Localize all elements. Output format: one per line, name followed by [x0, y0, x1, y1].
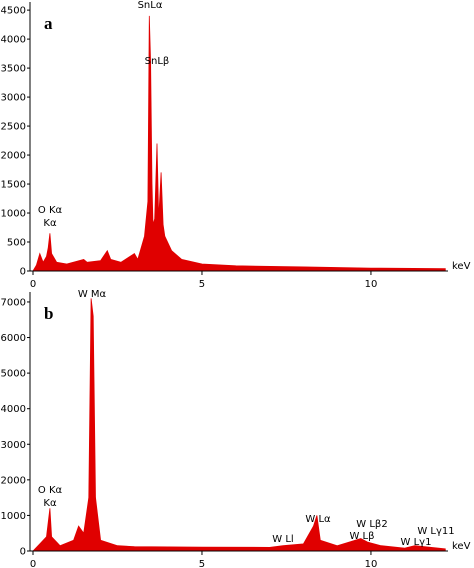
y-tick-label: 7000 — [1, 297, 26, 308]
peak-annotation: W Ll — [272, 534, 293, 545]
y-tick-label: 500 — [7, 238, 26, 249]
peak-annotation: W Lα — [305, 514, 331, 525]
panel-label: b — [44, 304, 53, 323]
y-tick-label: 5000 — [1, 369, 26, 380]
y-tick-label: 3000 — [1, 93, 26, 104]
spectrum-area — [32, 15, 446, 272]
x-tick-label: 0 — [30, 279, 36, 290]
y-tick-label: 2000 — [1, 151, 26, 162]
y-tick-label: 1000 — [1, 209, 26, 220]
peak-annotation: SnLβ — [145, 56, 170, 67]
y-tick-label: 2000 — [1, 475, 26, 486]
x-tick-label: 10 — [365, 279, 378, 290]
peak-annotation: W Lγ1 — [401, 537, 432, 548]
x-axis-label: keV — [452, 261, 471, 272]
y-tick-label: 3500 — [1, 64, 26, 75]
y-tick-label: 0 — [20, 547, 26, 558]
peak-annotation: O Kα — [38, 205, 63, 216]
y-tick-label: 1500 — [1, 180, 26, 191]
spectrum-area — [32, 298, 446, 552]
x-tick-label: 10 — [365, 559, 378, 568]
x-tick-label: 5 — [199, 279, 205, 290]
y-tick-label: 4500 — [1, 6, 26, 17]
x-tick-label: 5 — [199, 559, 205, 568]
y-tick-label: 2500 — [1, 122, 26, 133]
x-tick-label: 0 — [30, 559, 36, 568]
y-tick-label: 3000 — [1, 440, 26, 451]
y-tick-label: 4000 — [1, 404, 26, 415]
x-axis-label: keV — [452, 541, 471, 552]
y-tick-label: 6000 — [1, 333, 26, 344]
peak-annotation: SnLα — [138, 0, 163, 11]
peak-annotation: W Lβ — [349, 531, 374, 542]
y-tick-label: 0 — [20, 267, 26, 278]
peak-annotation: W Lγ11 — [417, 526, 454, 537]
peak-annotation: W Mα — [78, 289, 107, 300]
y-tick-label: 1000 — [1, 511, 26, 522]
peak-annotation: O Kα — [38, 485, 63, 496]
y-tick-label: 4000 — [1, 35, 26, 46]
peak-annotation: W Lβ2 — [356, 519, 387, 530]
peak-annotation: Kα — [43, 218, 57, 229]
peak-annotation: Kα — [43, 498, 57, 509]
panel-label: a — [44, 14, 53, 33]
